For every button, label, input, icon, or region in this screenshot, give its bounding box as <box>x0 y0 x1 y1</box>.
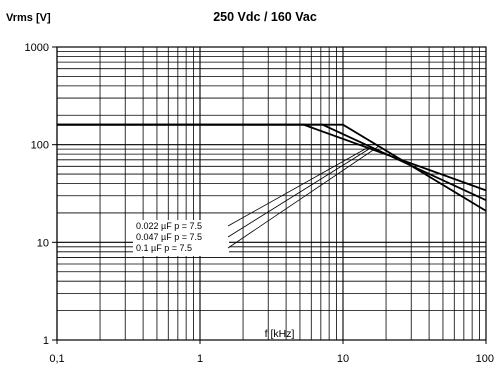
plot-area <box>57 47 486 340</box>
series-line <box>57 123 487 212</box>
legend-label: 0.022 µF p = 7.5 <box>136 221 202 231</box>
y-tick-label: 1 <box>43 335 49 347</box>
y-tick-label: 100 <box>31 140 49 152</box>
legend-leader-line <box>227 147 372 238</box>
chart-title: 250 Vdc / 160 Vac <box>213 10 317 24</box>
legend-label: 0.1 µF p = 7.5 <box>136 243 192 253</box>
y-tick-label: 10 <box>37 237 49 249</box>
x-tick-label: 1 <box>197 353 203 365</box>
legend-leader-line <box>227 147 368 227</box>
x-tick-label: 10 <box>337 353 349 365</box>
y-tick-label: 1000 <box>25 42 49 54</box>
plot-frame <box>56 46 487 341</box>
x-tick-label: 0,1 <box>49 353 64 365</box>
legend-background <box>133 220 229 256</box>
x-tick-label: 100 <box>476 353 494 365</box>
legend-label: 0.047 µF p = 7.5 <box>136 232 202 242</box>
x-axis-label: f [kHz] <box>265 328 295 340</box>
y-axis-label: Vrms [V] <box>6 12 51 24</box>
legend-leader-line <box>227 145 379 249</box>
